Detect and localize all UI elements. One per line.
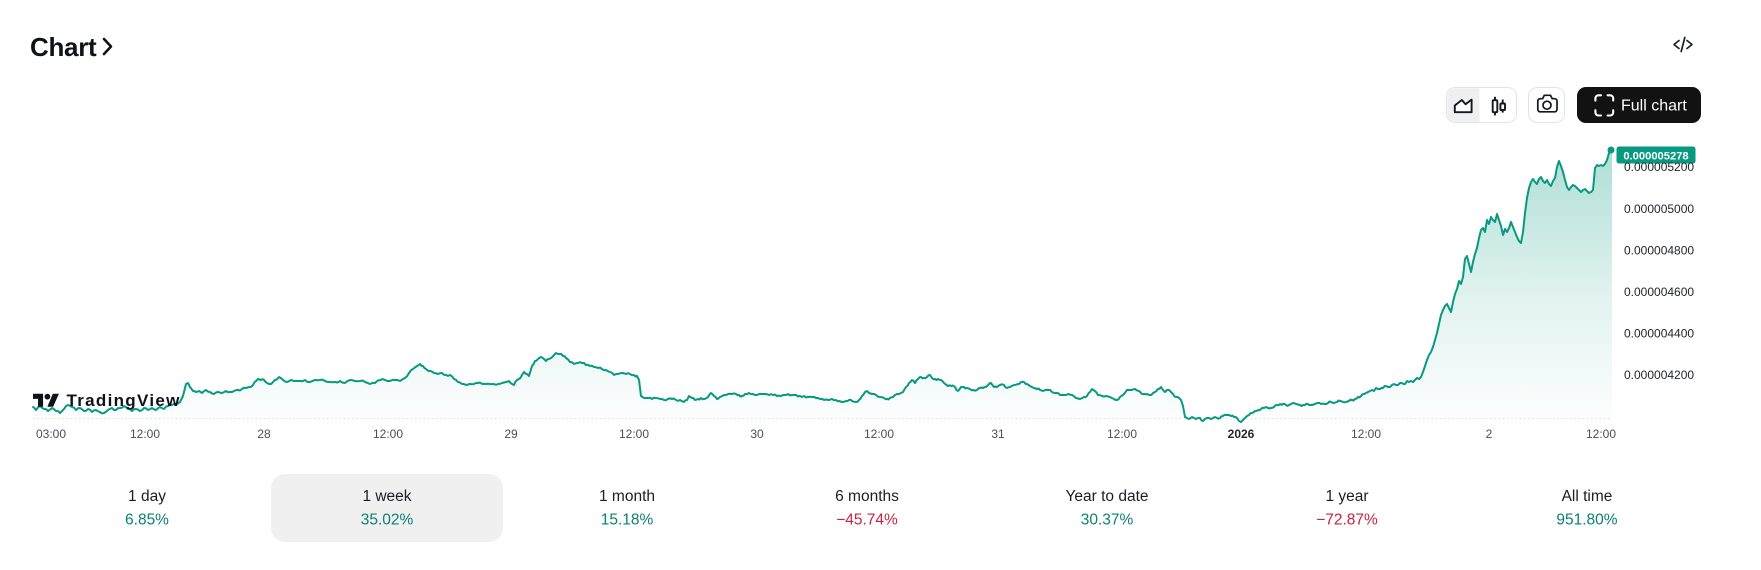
svg-text:15.18%: 15.18% [601, 512, 654, 529]
svg-text:Year to date: Year to date [1065, 488, 1148, 505]
svg-text:0.000004800: 0.000004800 [1624, 243, 1694, 257]
svg-text:12:00: 12:00 [619, 427, 649, 441]
svg-text:Full chart: Full chart [1621, 98, 1687, 115]
svg-text:951.80%: 951.80% [1556, 512, 1617, 529]
svg-text:2: 2 [1486, 427, 1493, 441]
svg-text:30.37%: 30.37% [1081, 512, 1134, 529]
svg-text:03:00: 03:00 [36, 427, 66, 441]
svg-text:−45.74%: −45.74% [836, 512, 898, 529]
svg-text:29: 29 [504, 427, 518, 441]
svg-text:28: 28 [257, 427, 271, 441]
svg-text:0.000005278: 0.000005278 [1623, 150, 1688, 162]
svg-text:0.000004200: 0.000004200 [1624, 368, 1694, 382]
svg-text:All time: All time [1562, 488, 1613, 505]
svg-text:Chart: Chart [30, 32, 97, 62]
svg-text:12:00: 12:00 [1351, 427, 1381, 441]
svg-text:0.000005200: 0.000005200 [1624, 160, 1694, 174]
svg-text:1 week: 1 week [362, 488, 411, 505]
svg-text:1 year: 1 year [1325, 488, 1368, 505]
svg-text:6 months: 6 months [835, 488, 899, 505]
svg-text:12:00: 12:00 [373, 427, 403, 441]
svg-text:0.000004400: 0.000004400 [1624, 327, 1694, 341]
svg-text:−72.87%: −72.87% [1316, 512, 1378, 529]
svg-text:12:00: 12:00 [1107, 427, 1137, 441]
svg-text:0.000004600: 0.000004600 [1624, 285, 1694, 299]
svg-text:31: 31 [991, 427, 1005, 441]
svg-text:35.02%: 35.02% [361, 512, 414, 529]
svg-text:12:00: 12:00 [1586, 427, 1616, 441]
svg-text:TradingView: TradingView [67, 391, 181, 410]
svg-text:1 month: 1 month [599, 488, 655, 505]
svg-text:2026: 2026 [1228, 427, 1255, 441]
svg-text:6.85%: 6.85% [125, 512, 169, 529]
svg-text:12:00: 12:00 [130, 427, 160, 441]
svg-text:1 day: 1 day [128, 488, 166, 505]
svg-text:0.000005000: 0.000005000 [1624, 202, 1694, 216]
svg-text:12:00: 12:00 [864, 427, 894, 441]
svg-text:30: 30 [750, 427, 764, 441]
